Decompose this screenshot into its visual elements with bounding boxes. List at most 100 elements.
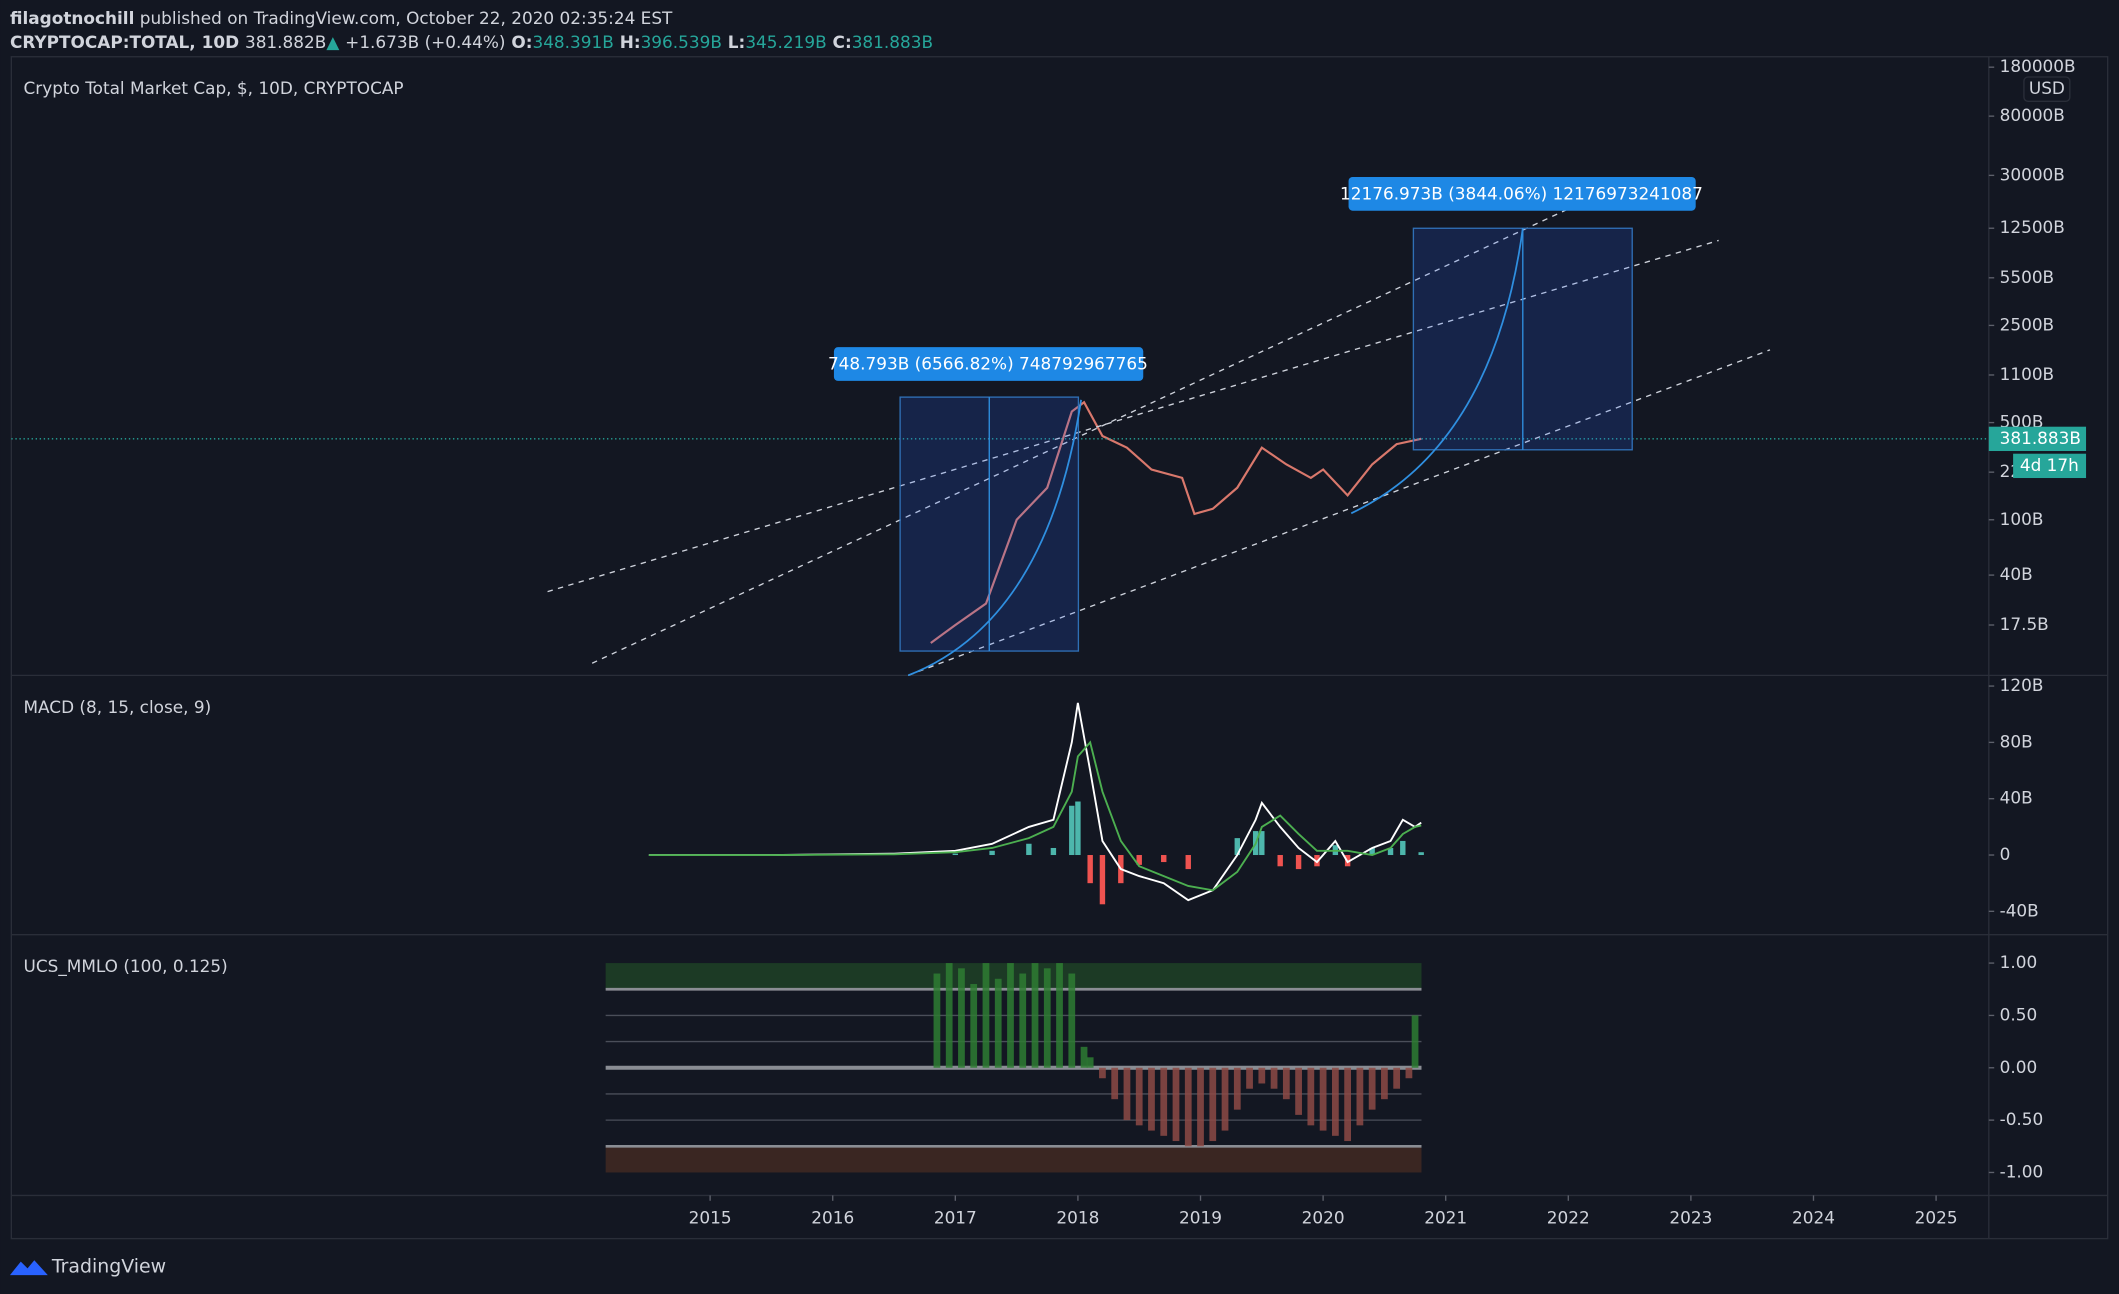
mmlo-bar <box>982 963 990 1068</box>
y-tick-label: 180000B <box>2000 56 2076 76</box>
y-tick-label: 500B <box>2000 412 2044 432</box>
x-tick-label: 2023 <box>1669 1207 1712 1227</box>
price-line <box>930 400 1422 644</box>
mmlo-bar <box>1221 1067 1229 1131</box>
mmlo-bar <box>1099 1067 1106 1079</box>
brand: TradingView <box>51 1255 166 1277</box>
macd-histogram-bar <box>1400 840 1406 856</box>
mmlo-bar <box>1356 1067 1364 1126</box>
mmlo-bar <box>1368 1067 1376 1110</box>
last-price-box <box>1988 426 2087 452</box>
mmlo-bar <box>1295 1067 1302 1115</box>
y-tick-label: 40B <box>2000 788 2033 808</box>
y-tick-label: 0.00 <box>2000 1057 2038 1077</box>
author: filagotnochill <box>10 8 134 28</box>
currency: USD <box>2029 78 2065 98</box>
mmlo-bar <box>970 984 978 1068</box>
last-price: 381.883B <box>2000 428 2081 448</box>
mmlo-bar <box>1331 1067 1339 1136</box>
low-label: L: <box>728 32 746 52</box>
y-tick-label: 0 <box>2000 844 2011 864</box>
y-tick-label: 30000B <box>2000 164 2065 184</box>
close: 381.883B <box>852 32 933 52</box>
change: +1.673B (+0.44%) <box>345 32 505 52</box>
x-tick-label: 2025 <box>1915 1207 1958 1227</box>
y-tick-label: 120B <box>2000 675 2044 695</box>
annotation: 12176.973B (3844.06%) 12176973241087 <box>1340 184 1703 204</box>
x-tick-label: 2019 <box>1179 1207 1222 1227</box>
mmlo-bar <box>1307 1067 1315 1126</box>
y-tick-label: 12500B <box>2000 217 2065 237</box>
channel-line <box>907 349 1771 676</box>
high-label: H: <box>620 32 641 52</box>
open: 348.391B <box>532 32 613 52</box>
pane: Crypto Total Market Cap, $, 10D, CRYPTOC… <box>11 56 2087 644</box>
drawings: 748.793B (6566.82%) 748792967765 12176.9… <box>547 176 1771 677</box>
low: 345.219B <box>745 32 826 52</box>
mmlo-bar <box>1246 1067 1253 1089</box>
x-tick-label: 2017 <box>934 1207 977 1227</box>
mmlo-bar <box>1135 1067 1143 1126</box>
y-tick-label: 80B <box>2000 731 2033 751</box>
x-tick-label: 2016 <box>811 1207 854 1227</box>
arrow: ▲ <box>326 32 339 52</box>
mmlo-bar <box>1111 1067 1119 1100</box>
mmlo-bar <box>1019 973 1027 1068</box>
currency-box <box>2023 76 2071 102</box>
mmlo-bar <box>1123 1067 1131 1121</box>
y-tick-label: 5500B <box>2000 267 2055 287</box>
logo: TradingView <box>9 1255 166 1277</box>
pane-title: UCS_MMLO (100, 0.125) <box>23 956 227 977</box>
mmlo-bar <box>1007 963 1014 1068</box>
mmlo-bar <box>1233 1067 1241 1110</box>
mmlo-bar <box>1086 1057 1094 1068</box>
countdown: 4d 17h <box>2020 455 2079 475</box>
macd-histogram-bar <box>1259 831 1265 856</box>
mmlo-bar <box>945 963 953 1068</box>
macd-histogram-bar <box>1136 855 1142 865</box>
close-label: C: <box>833 32 852 52</box>
y-tick-label: 1.00 <box>2000 952 2038 972</box>
macd-histogram-bar <box>1234 838 1240 856</box>
y-tick-label: -1.00 <box>2000 1161 2044 1181</box>
y-tick-label: -40B <box>2000 900 2039 920</box>
mmlo-bar <box>1209 1067 1217 1142</box>
mmlo-bar <box>1319 1067 1327 1131</box>
x-tick-label: 2024 <box>1792 1207 1835 1227</box>
macd-histogram-bar <box>1387 847 1394 856</box>
open-label: O: <box>511 32 532 52</box>
macd-histogram-bar <box>1050 847 1057 856</box>
countdown-box <box>2013 453 2087 479</box>
macd-histogram-bar <box>1418 852 1424 856</box>
mmlo-bar <box>1172 1067 1180 1142</box>
macd-histogram-bar <box>1075 801 1081 856</box>
pane: MACD (8, 15, close, 9) 120B 80B 40B 0 -40B <box>23 675 2043 920</box>
x-tick-label: 2021 <box>1424 1207 1467 1227</box>
mmlo-bar <box>1258 1067 1266 1084</box>
y-tick-label: 2500B <box>2000 314 2055 334</box>
y-tick-label: -0.50 <box>2000 1109 2044 1129</box>
x-tick-label: 2015 <box>689 1207 732 1227</box>
annotation-box <box>1348 176 1696 211</box>
x-tick-label: 2022 <box>1547 1207 1590 1227</box>
curve <box>907 399 1082 677</box>
published: published on TradingView.com, October 22… <box>140 8 673 28</box>
x-tick-label: 2018 <box>1056 1207 1099 1227</box>
price: 381.882B <box>245 32 326 52</box>
mmlo-bar <box>1344 1067 1352 1142</box>
mmlo-bar <box>1043 968 1051 1068</box>
macd-histogram-bar <box>952 853 959 856</box>
x-tick-label: 2020 <box>1302 1207 1345 1227</box>
y-tick-label: 0.50 <box>2000 1004 2038 1024</box>
mmlo-bar <box>1160 1067 1168 1136</box>
mmlo-bar <box>1393 1067 1401 1089</box>
header-line-2: CRYPTOCAP:TOTAL, 10D 381.882B▲ +1.673B (… <box>10 32 933 52</box>
mmlo-bar <box>1148 1067 1155 1131</box>
mmlo-bar <box>1405 1067 1413 1079</box>
y-tick-label: 17.5B <box>2000 614 2049 634</box>
macd-histogram-bar <box>1087 855 1093 884</box>
macd-histogram-bar <box>1099 855 1106 905</box>
high: 396.539B <box>641 32 722 52</box>
